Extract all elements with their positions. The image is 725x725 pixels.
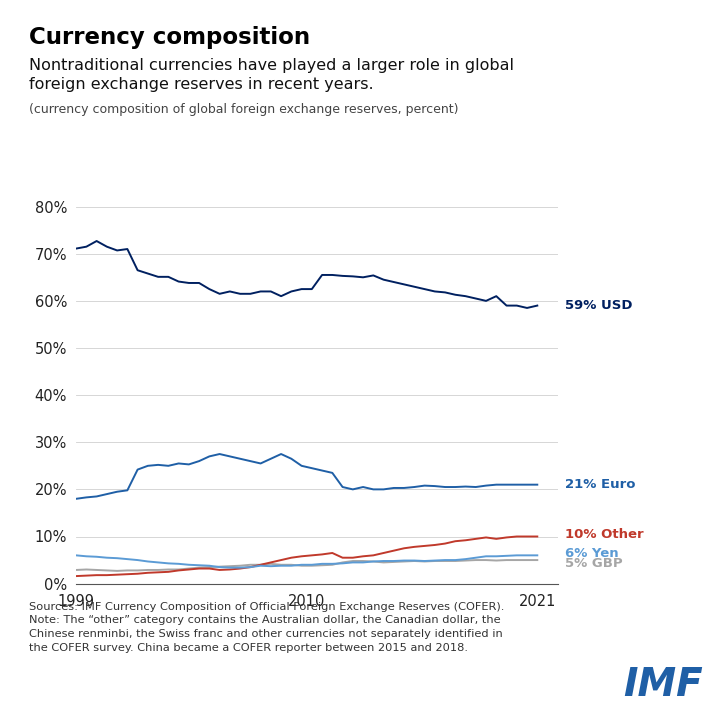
Text: 59% USD: 59% USD <box>565 299 632 312</box>
Text: 5% GBP: 5% GBP <box>565 557 622 570</box>
Text: Currency composition: Currency composition <box>29 26 310 49</box>
Text: IMF: IMF <box>624 666 703 704</box>
Text: 6% Yen: 6% Yen <box>565 547 618 560</box>
Text: 10% Other: 10% Other <box>565 528 643 541</box>
Text: Nontraditional currencies have played a larger role in global
foreign exchange r: Nontraditional currencies have played a … <box>29 58 514 92</box>
Text: Sources: IMF Currency Composition of Official Foreign Exchange Reserves (COFER).: Sources: IMF Currency Composition of Off… <box>29 602 505 652</box>
Text: 21% Euro: 21% Euro <box>565 478 635 491</box>
Text: (currency composition of global foreign exchange reserves, percent): (currency composition of global foreign … <box>29 103 458 116</box>
